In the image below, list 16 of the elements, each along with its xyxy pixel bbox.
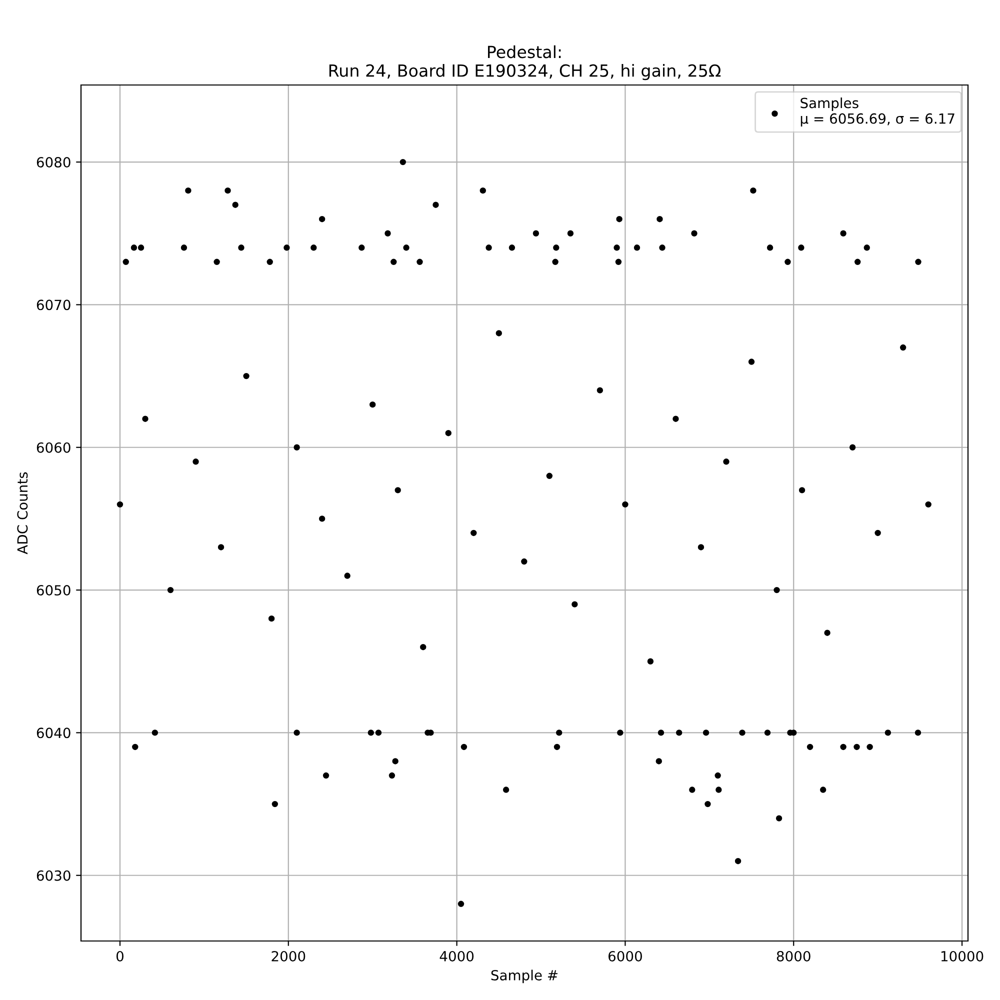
- x-axis-title: Sample #: [491, 970, 558, 984]
- y-axis-title: ADC Counts: [17, 472, 28, 554]
- x-tick-label: 2000: [272, 950, 306, 962]
- y-tick-label: 6040: [36, 728, 70, 738]
- x-tick-label: 0: [116, 950, 124, 962]
- x-tick-label: 4000: [440, 950, 474, 962]
- y-tick-label: 6030: [36, 870, 70, 881]
- legend-label: Samples μ = 6056.69, σ = 6.17: [800, 98, 954, 126]
- y-tick-label: 6080: [36, 157, 70, 168]
- x-tick-label: 10000: [941, 950, 984, 962]
- y-tick-label: 6050: [36, 585, 70, 596]
- y-tick-label: 6060: [36, 442, 70, 453]
- x-tick-label: 8000: [776, 950, 810, 962]
- y-tick-label: 6070: [36, 300, 70, 310]
- chart-title: Pedestal: Run 24, Board ID E190324, CH 25, hi gain, 25Ω: [329, 45, 721, 80]
- x-tick-label: 6000: [608, 950, 642, 962]
